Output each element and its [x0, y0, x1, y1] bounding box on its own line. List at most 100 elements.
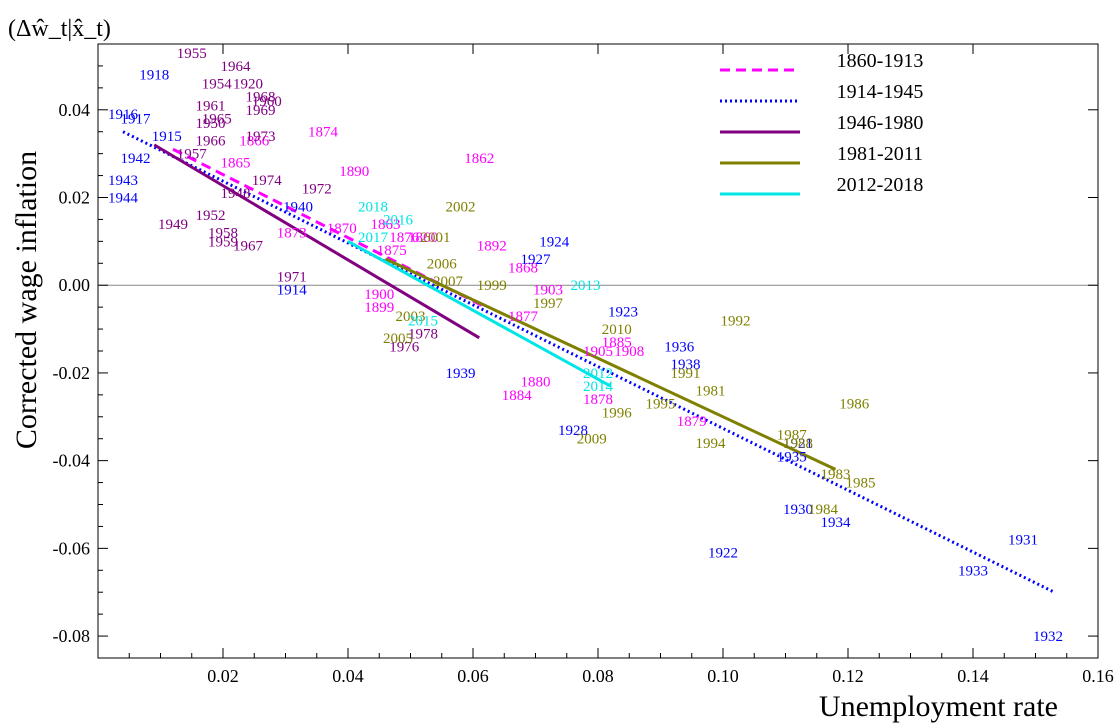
data-point-label: 2017 [358, 230, 389, 246]
data-point-label: 1916 [108, 107, 139, 123]
data-point-label: 1967 [233, 239, 264, 255]
x-tick-label: 0.12 [832, 666, 864, 686]
data-point-label: 1885 [602, 335, 632, 351]
data-point-label: 1870 [327, 221, 357, 237]
data-point-label: 1939 [446, 366, 476, 382]
data-point-label: 1876 [389, 230, 420, 246]
data-point-label: 1927 [521, 252, 552, 268]
data-point-label: 1918 [139, 68, 169, 84]
data-point-label: 1863 [371, 217, 401, 233]
data-point-label: 1973 [246, 129, 276, 145]
data-point-label: 1921 [783, 436, 813, 452]
data-point-label: 1866 [239, 133, 270, 149]
data-point-label: 1922 [708, 546, 738, 562]
data-point-label: 2016 [383, 212, 414, 228]
data-point-label: 1914 [277, 283, 308, 299]
data-point-label: 1884 [502, 388, 533, 404]
data-point-label: 1936 [664, 340, 695, 356]
data-point-label: 1935 [777, 449, 807, 465]
fit-line [122, 130, 1055, 594]
data-point-label: 1964 [221, 59, 252, 75]
data-point-label: 1965 [202, 112, 232, 128]
data-point-label: 1978 [408, 326, 438, 342]
x-tick-label: 0.08 [582, 666, 614, 686]
data-point-label: 2015 [408, 313, 438, 329]
data-point-label: 1948 [221, 186, 251, 202]
data-point-label: 1900 [364, 287, 394, 303]
data-point-label: 1877 [508, 309, 539, 325]
data-point-label: 1880 [521, 375, 551, 391]
data-point-label: 1952 [196, 208, 226, 224]
data-point-label: 1943 [108, 173, 138, 189]
legend-label: 1981-2011 [837, 143, 923, 165]
data-point-label: 2009 [577, 432, 607, 448]
data-point-label: 1873 [277, 226, 307, 242]
data-point-label: 1917 [121, 112, 152, 128]
data-point-label: 2014 [583, 379, 614, 395]
chart-title: (Δŵ_t|x̂_t) [8, 16, 111, 42]
y-tick-label: -0.02 [53, 363, 91, 383]
fit-line [384, 257, 837, 471]
data-point-label: 1875 [377, 243, 407, 259]
data-point-label: 1958 [208, 226, 238, 242]
data-point-label: 1991 [671, 366, 701, 382]
data-point-label: 1960 [252, 94, 282, 110]
y-tick-label: 0.00 [59, 275, 91, 295]
data-point-label: 1988 [783, 436, 813, 452]
data-point-label: 2005 [383, 331, 413, 347]
x-axis-label: Unemployment rate [819, 690, 1058, 723]
fit-line [347, 240, 612, 388]
data-point-label: 1915 [152, 129, 182, 145]
data-point-label: 1942 [121, 151, 151, 167]
y-tick-label: 0.04 [59, 100, 91, 120]
x-tick-label: 0.14 [957, 666, 989, 686]
fit-line [153, 143, 481, 340]
data-point-label: 1932 [1033, 629, 1063, 645]
data-point-label: 1923 [608, 305, 638, 321]
y-tick-label: -0.04 [53, 451, 91, 471]
data-point-label: 1899 [364, 300, 394, 316]
data-point-label: 1950 [196, 116, 226, 132]
data-point-label: 1865 [221, 155, 251, 171]
y-axis-label: Corrected wage inflation [10, 151, 43, 449]
data-point-label: 1928 [558, 423, 588, 439]
x-tick-label: 0.16 [1082, 666, 1114, 686]
data-point-label: 1868 [508, 261, 538, 277]
data-point-label: 1860 [408, 230, 438, 246]
data-point-label: 1955 [177, 46, 207, 62]
data-point-label: 2012 [583, 366, 613, 382]
data-point-label: 1976 [389, 340, 420, 356]
data-point-label: 2007 [433, 274, 464, 290]
data-point-label: 1981 [696, 383, 726, 399]
data-point-label: 1874 [308, 125, 339, 141]
legend-label: 1914-1945 [837, 81, 924, 103]
data-point-label: 1974 [252, 173, 283, 189]
x-tick-label: 0.06 [457, 666, 489, 686]
data-point-label: 1994 [696, 436, 727, 452]
data-point-label: 1961 [196, 98, 226, 114]
data-point-label: 1996 [602, 405, 633, 421]
data-point-label: 1969 [246, 103, 276, 119]
x-tick-label: 0.04 [332, 666, 364, 686]
data-point-label: 1992 [721, 313, 751, 329]
legend-label: 1946-1980 [837, 112, 924, 134]
x-tick-label: 0.02 [207, 666, 239, 686]
data-point-label: 2018 [358, 199, 388, 215]
data-point-label: 1997 [533, 296, 564, 312]
data-point-label: 1890 [339, 164, 369, 180]
legend-label: 2012-2018 [837, 174, 924, 196]
data-point-label: 1903 [533, 283, 563, 299]
data-point-label: 1984 [808, 502, 839, 518]
data-point-label: 1931 [1008, 533, 1038, 549]
data-point-label: 2002 [446, 199, 476, 215]
data-point-label: 1983 [821, 467, 851, 483]
data-point-label: 2010 [602, 322, 632, 338]
data-point-label: 1933 [958, 563, 988, 579]
data-point-label: 2001 [421, 230, 451, 246]
data-point-label: 1878 [583, 392, 613, 408]
data-point-label: 1920 [233, 76, 263, 92]
data-point-label: 1987 [777, 427, 808, 443]
data-point-label: 1985 [846, 476, 876, 492]
data-point-label: 1940 [283, 199, 313, 215]
